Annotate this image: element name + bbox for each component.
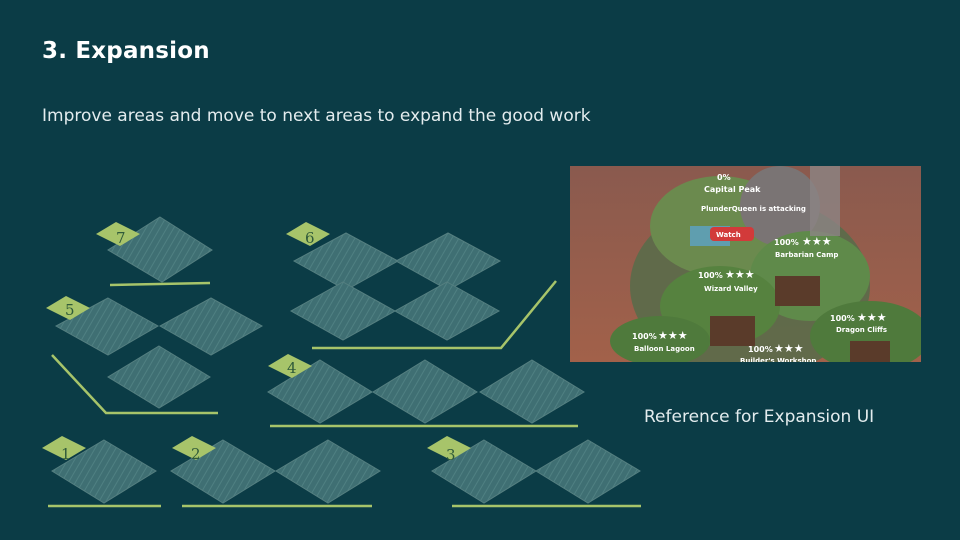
svg-text:100%: 100% bbox=[632, 332, 657, 341]
svg-text:100%: 100% bbox=[698, 271, 723, 280]
area-number: 5 bbox=[65, 301, 75, 319]
stars-icon: ★★★ bbox=[658, 329, 688, 342]
stars-icon: ★★★ bbox=[802, 235, 832, 248]
area-underline bbox=[51, 354, 218, 415]
area-underline bbox=[109, 281, 211, 287]
area-tile bbox=[267, 359, 373, 424]
svg-text:100%: 100% bbox=[774, 238, 799, 247]
slide-title: 3. Expansion bbox=[42, 38, 210, 64]
area-4: 4 bbox=[267, 354, 585, 428]
svg-text:Builder's Workshop: Builder's Workshop bbox=[740, 357, 816, 362]
barbarian-camp-label: 100% ★★★ Barbarian Camp bbox=[774, 235, 838, 259]
area-badge bbox=[96, 222, 140, 246]
area-tile bbox=[394, 232, 502, 291]
area-tile bbox=[158, 297, 264, 356]
balloon-lagoon-label: 100% ★★★ Balloon Lagoon bbox=[632, 329, 695, 353]
svg-text:Capital Peak: Capital Peak bbox=[704, 185, 761, 194]
reference-caption: Reference for Expansion UI bbox=[644, 407, 875, 427]
builders-workshop-label: 100% ★★★ Builder's Workshop bbox=[740, 342, 816, 362]
svg-text:PlunderQueen is attacking: PlunderQueen is attacking bbox=[701, 205, 806, 213]
area-number: 2 bbox=[191, 445, 201, 463]
area-1: 1 bbox=[42, 436, 161, 508]
capital-peak-label: 0% Capital Peak PlunderQueen is attackin… bbox=[701, 173, 806, 241]
svg-text:100%: 100% bbox=[748, 345, 773, 354]
reference-screenshot: 0% Capital Peak PlunderQueen is attackin… bbox=[570, 166, 921, 362]
area-number: 1 bbox=[61, 445, 71, 463]
area-tile bbox=[393, 281, 501, 341]
area-tile bbox=[51, 439, 157, 504]
area-2: 2 bbox=[170, 436, 381, 508]
area-3: 3 bbox=[427, 436, 641, 508]
stars-icon: ★★★ bbox=[774, 342, 804, 355]
svg-text:0%: 0% bbox=[717, 173, 731, 182]
area-badge bbox=[427, 436, 471, 460]
area-6: 6 bbox=[286, 222, 557, 350]
area-badge bbox=[42, 436, 86, 460]
area-5: 5 bbox=[46, 296, 264, 415]
svg-text:100%: 100% bbox=[830, 314, 855, 323]
dragon-cliffs-label: 100% ★★★ Dragon Cliffs bbox=[830, 311, 887, 334]
area-number: 7 bbox=[116, 229, 126, 247]
area-number: 4 bbox=[287, 359, 297, 377]
area-badge bbox=[46, 296, 90, 320]
wizard-valley-label: 100% ★★★ Wizard Valley bbox=[698, 268, 758, 293]
area-badge bbox=[172, 436, 216, 460]
area-badge bbox=[286, 222, 330, 246]
area-number: 3 bbox=[446, 446, 456, 464]
area-underline bbox=[312, 280, 557, 350]
area-tile bbox=[275, 439, 381, 504]
svg-text:Dragon Cliffs: Dragon Cliffs bbox=[836, 326, 887, 334]
stars-icon: ★★★ bbox=[857, 311, 887, 324]
watch-button[interactable] bbox=[710, 227, 754, 241]
area-tile bbox=[289, 281, 397, 341]
area-tile bbox=[479, 359, 585, 424]
svg-text:Balloon Lagoon: Balloon Lagoon bbox=[634, 345, 695, 353]
slide-subtitle: Improve areas and move to next areas to … bbox=[42, 106, 591, 126]
svg-text:Barbarian Camp: Barbarian Camp bbox=[775, 251, 838, 259]
stars-icon: ★★★ bbox=[725, 268, 755, 281]
area-7: 7 bbox=[96, 216, 213, 287]
area-tile bbox=[535, 439, 641, 504]
svg-text:Watch: Watch bbox=[716, 231, 741, 239]
area-number: 6 bbox=[305, 229, 315, 247]
area-tile bbox=[107, 345, 211, 409]
area-badge bbox=[268, 354, 312, 378]
svg-text:Wizard Valley: Wizard Valley bbox=[704, 285, 758, 293]
area-tile bbox=[372, 359, 478, 424]
